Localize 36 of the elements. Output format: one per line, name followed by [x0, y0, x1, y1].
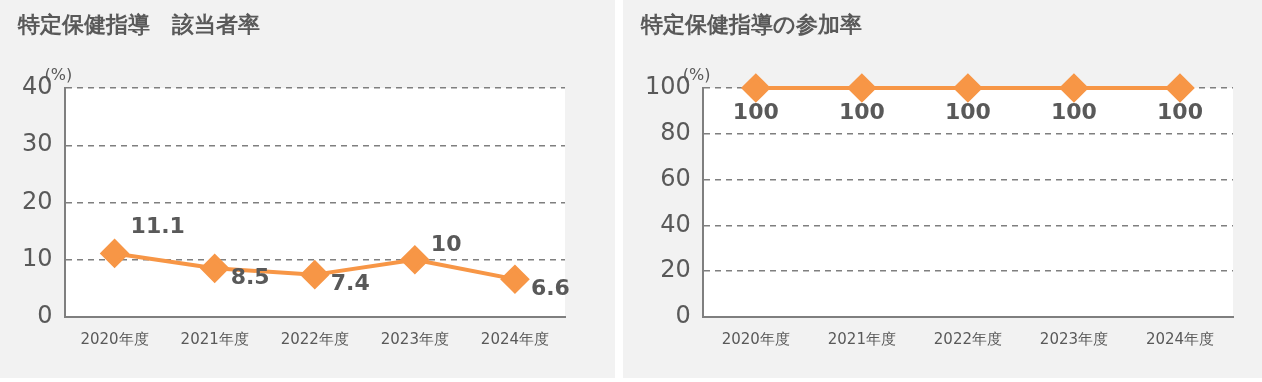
point [300, 260, 329, 289]
data-label: 7.4 [330, 270, 370, 296]
x-tick-label: 2021年度 [827, 329, 896, 348]
x-tick-label: 2020年度 [721, 329, 790, 348]
data-label: 100 [732, 98, 779, 124]
x-tick-label: 2023年度 [1039, 329, 1108, 348]
x-tick-label: 2024年度 [480, 329, 550, 348]
y-tick-label: 20 [659, 255, 691, 284]
y-tick-label: 0 [37, 301, 53, 330]
y-tick-label: 10 [21, 243, 53, 272]
x-tick-label: 2022年度 [280, 329, 349, 348]
data-label: 10 [430, 231, 462, 257]
y-tick-label: 30 [21, 129, 53, 158]
x-tick-label: 2020年度 [80, 329, 149, 348]
x-tick-label: 2024年度 [1145, 329, 1214, 348]
x-tick-label: 2021年度 [180, 329, 249, 348]
data-label: 100 [944, 98, 991, 124]
data-label: 8.5 [230, 264, 270, 290]
y-tick-label: 60 [659, 163, 691, 192]
data-label: 6.6 [530, 274, 570, 300]
data-label: 100 [1156, 98, 1203, 124]
point [200, 254, 229, 283]
point [500, 265, 529, 294]
y-tick-label: 0 [675, 301, 691, 330]
chart-title: 特定保健指導の参加率 [640, 11, 862, 39]
point [100, 239, 129, 268]
y-tick-label: 40 [659, 209, 691, 238]
point [400, 245, 429, 274]
chart-title: 特定保健指導 該当者率 [18, 11, 260, 39]
x-tick-label: 2022年度 [933, 329, 1002, 348]
x-tick-label: 2023年度 [380, 329, 449, 348]
data-label: 100 [1050, 98, 1097, 124]
y-tick-label: 80 [659, 118, 691, 147]
data-label: 11.1 [130, 213, 185, 239]
data-label: 100 [838, 98, 885, 124]
y-tick-label: 20 [21, 186, 53, 215]
